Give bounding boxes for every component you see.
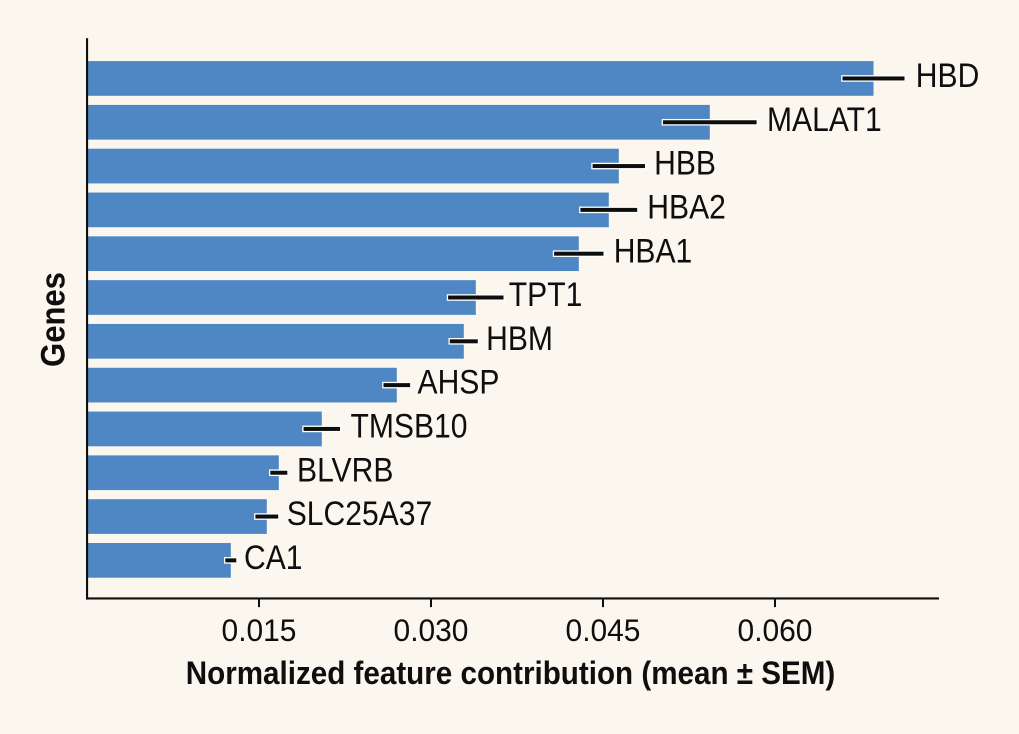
svg-text:HBM: HBM [486, 319, 553, 357]
svg-text:0.060: 0.060 [738, 612, 813, 648]
svg-text:Genes: Genes [33, 272, 72, 367]
svg-text:0.045: 0.045 [566, 612, 641, 648]
svg-text:SLC25A37: SLC25A37 [287, 494, 433, 532]
svg-text:HBA2: HBA2 [647, 188, 726, 226]
svg-text:TMSB10: TMSB10 [351, 407, 468, 445]
svg-text:CA1: CA1 [244, 538, 303, 576]
svg-text:BLVRB: BLVRB [297, 451, 393, 489]
svg-text:Normalized feature contributio: Normalized feature contribution (mean ± … [186, 654, 836, 691]
svg-text:TPT1: TPT1 [509, 275, 583, 313]
svg-text:0.015: 0.015 [222, 612, 297, 648]
svg-text:0.030: 0.030 [394, 612, 469, 648]
svg-text:HBB: HBB [654, 144, 716, 182]
svg-text:MALAT1: MALAT1 [767, 100, 882, 138]
svg-text:HBA1: HBA1 [614, 232, 693, 270]
svg-text:HBD: HBD [916, 56, 980, 94]
svg-text:AHSP: AHSP [418, 363, 500, 401]
